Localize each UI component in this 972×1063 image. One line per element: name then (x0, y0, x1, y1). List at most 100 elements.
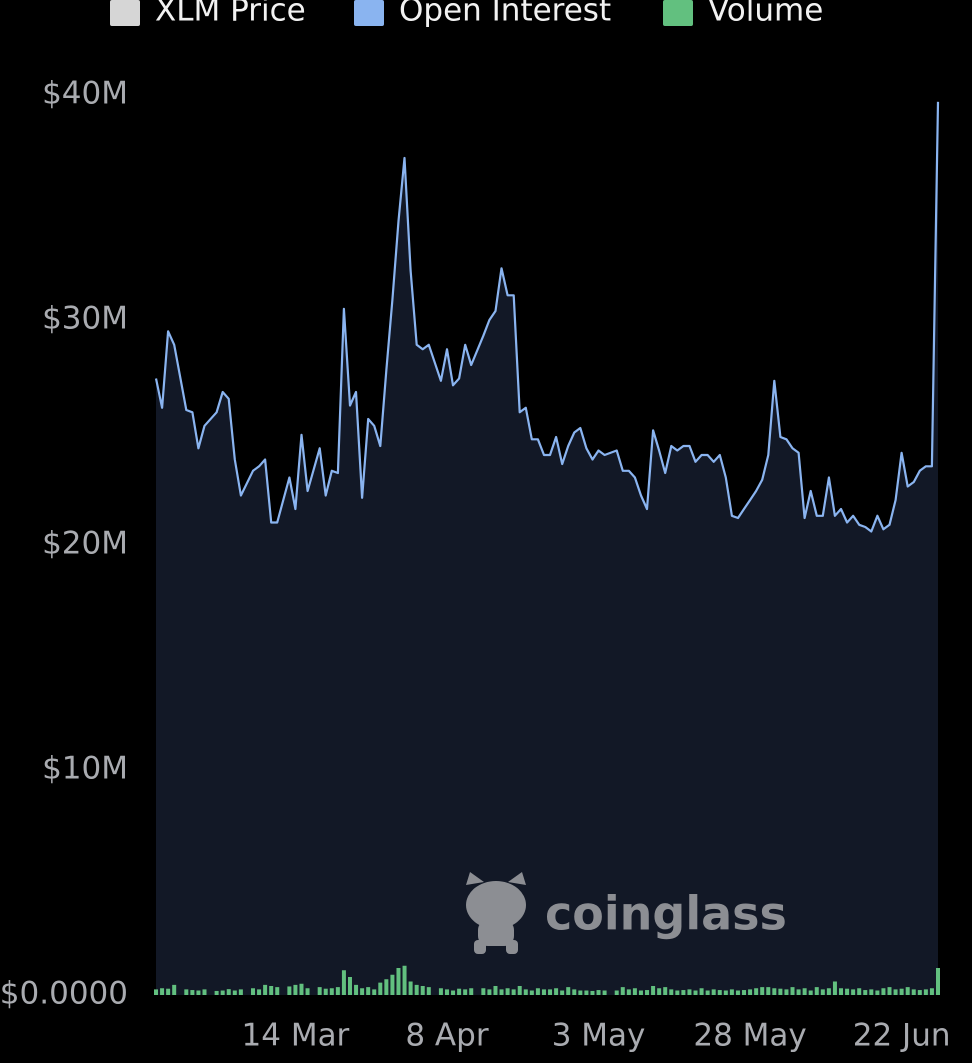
volume-bar (742, 990, 747, 995)
volume-bar (869, 989, 874, 995)
volume-bar (323, 988, 328, 995)
volume-bar (438, 988, 443, 995)
volume-bar (166, 988, 171, 995)
volume-bar (190, 990, 195, 995)
volume-bar (766, 987, 771, 995)
volume-bar (929, 988, 934, 995)
volume-bar (378, 982, 383, 995)
volume-bar (796, 989, 801, 995)
x-tick-label: 22 Jun (853, 1018, 951, 1054)
volume-bar (408, 981, 413, 995)
x-tick-label: 3 May (552, 1018, 646, 1054)
volume-bar (911, 989, 916, 995)
volume-bar (645, 990, 650, 995)
volume-bar (172, 984, 177, 995)
volume-bar (505, 988, 510, 995)
volume-bar (778, 988, 783, 995)
volume-bar (517, 986, 522, 995)
volume-bar (226, 989, 231, 995)
volume-bar (832, 981, 837, 995)
volume-bar (202, 989, 207, 995)
volume-bar (257, 989, 262, 995)
volume-bar (414, 984, 419, 995)
volume-bar (754, 988, 759, 995)
volume-bar (917, 990, 922, 995)
volume-bar (899, 988, 904, 995)
volume-bar (335, 987, 340, 995)
volume-bar (548, 989, 553, 995)
volume-bar (717, 990, 722, 995)
volume-bar (347, 977, 352, 995)
watermark-logo (466, 872, 526, 954)
volume-bar (748, 989, 753, 995)
legend-swatch (663, 0, 693, 26)
volume-bar (196, 990, 201, 995)
volume-bar (232, 990, 237, 995)
y-tick-label: $30M (42, 301, 128, 337)
volume-bar (826, 988, 831, 995)
volume-bar (493, 986, 498, 995)
volume-bar (444, 989, 449, 995)
volume-bar (893, 989, 898, 995)
volume-bar (614, 990, 619, 995)
volume-bar (839, 988, 844, 995)
volume-bar (511, 989, 516, 995)
volume-bar (711, 989, 716, 995)
volume-bar (729, 989, 734, 995)
y-tick-label: $40M (42, 76, 128, 112)
volume-bar (317, 987, 322, 995)
volume-bar (481, 988, 486, 995)
volume-bar (675, 990, 680, 995)
volume-bar (705, 990, 710, 995)
volume-bar (638, 990, 643, 995)
legend-swatch (110, 0, 140, 26)
volume-bar (402, 965, 407, 995)
volume-bar (887, 987, 892, 995)
volume-bar (851, 989, 856, 995)
volume-bar (535, 988, 540, 995)
volume-bar (578, 990, 583, 995)
volume-bar (469, 988, 474, 995)
volume-bar (390, 974, 395, 995)
volume-bar (875, 990, 880, 995)
volume-bar (693, 990, 698, 995)
volume-bar (905, 987, 910, 995)
volume-bar (772, 988, 777, 995)
volume-bar (457, 988, 462, 995)
volume-bar (238, 989, 243, 995)
volume-bar (760, 987, 765, 995)
volume-bar (572, 989, 577, 995)
volume-bar (275, 987, 280, 995)
volume-bar (857, 988, 862, 995)
volume-bar (214, 990, 219, 995)
volume-bar (651, 986, 656, 995)
volume-bar (584, 990, 589, 995)
volume-bar (269, 986, 274, 995)
volume-bar (626, 989, 631, 995)
volume-bar (384, 979, 389, 995)
volume-bar (802, 988, 807, 995)
volume-bar (160, 988, 165, 995)
legend-label: XLM Price (155, 0, 306, 29)
volume-bar (299, 983, 304, 995)
line (154, 101, 940, 533)
volume-bar (329, 988, 334, 995)
volume-bar (293, 984, 298, 995)
volume-bar (529, 990, 534, 995)
volume-bar (560, 990, 565, 995)
volume-bar (808, 990, 813, 995)
x-tick-label: 14 Mar (242, 1018, 350, 1054)
volume-bar (936, 968, 940, 995)
volume-bar (687, 989, 692, 995)
volume-bar (681, 990, 686, 995)
volume-bar (723, 990, 728, 995)
volume-bar (881, 988, 886, 995)
volume-bar (566, 987, 571, 995)
volume-bar (663, 987, 668, 995)
area-fill (156, 101, 938, 996)
volume-bar (354, 984, 359, 995)
volume-bar (699, 988, 704, 995)
legend-label: Volume (708, 0, 823, 29)
volume-bar (632, 988, 637, 995)
